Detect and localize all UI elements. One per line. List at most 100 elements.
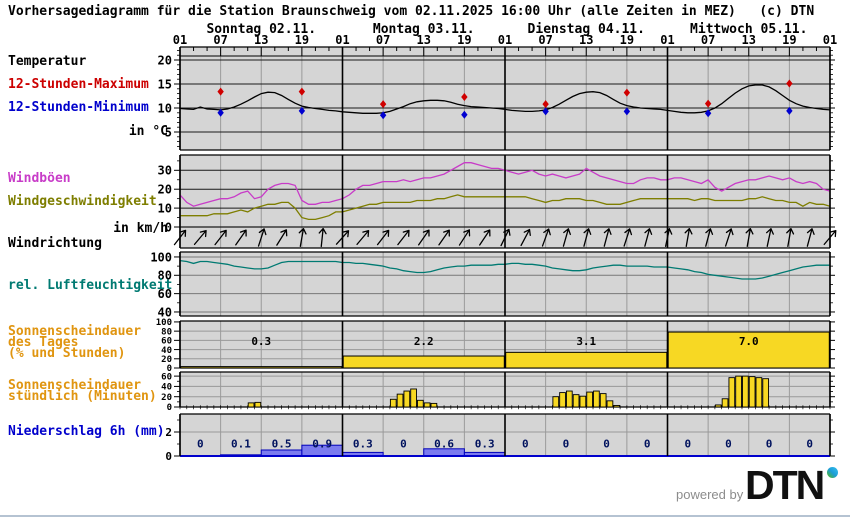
wind-arrow — [684, 227, 693, 248]
hour-label: 07 — [701, 33, 715, 47]
precip-value: 0 — [197, 438, 204, 451]
precip-value: 0 — [400, 438, 407, 451]
sunshine-hour-bar — [599, 393, 607, 408]
label-temp-unit: in °C — [128, 124, 168, 139]
wind-arrow — [583, 228, 592, 247]
ytick-label: 60 — [161, 337, 172, 347]
ytick-label: 20 — [158, 183, 172, 197]
sunshine-day-bar — [342, 355, 505, 369]
hour-label: 19 — [782, 33, 796, 47]
label-12h-maximum: 12-Stunden-Maximum — [8, 77, 149, 92]
hour-label: 07 — [213, 33, 227, 47]
precip-value: 0.6 — [434, 438, 454, 451]
marker-12-Stunden-Maximum — [786, 79, 793, 88]
sunshine-day-bar — [180, 366, 343, 369]
ytick-label: 0 — [167, 364, 172, 374]
sunshine-hour-bar — [735, 375, 742, 408]
sunshine-hour-bar — [396, 393, 404, 408]
ytick-label: 2 — [165, 426, 172, 439]
ytick-label: 80 — [158, 269, 172, 283]
sunshine-hour-bar — [417, 399, 424, 408]
sunshine-hour-bar — [389, 398, 397, 408]
ytick-label: 60 — [158, 287, 172, 301]
sunshine-hour-bar — [247, 402, 255, 408]
ytick-label: 40 — [161, 383, 172, 393]
label-sunshine-hourly-1: Sonnenscheindauer — [8, 378, 142, 393]
ytick-label: 20 — [161, 355, 172, 365]
wind-arrow — [376, 229, 390, 246]
wind-arrow — [623, 228, 633, 247]
sunshine-hour-bar — [721, 398, 729, 408]
label-sunshine-day-1: Sonnenscheindauer — [8, 324, 142, 339]
wind-arrow — [397, 229, 410, 246]
sunshine-hour-bar — [552, 396, 560, 408]
label-sunshine-hourly-2: stündlich (Minuten) — [8, 389, 157, 404]
wind-arrow — [438, 229, 450, 246]
wind-arrow — [541, 228, 551, 247]
precip-value: 0 — [644, 438, 651, 451]
ytick-label: 10 — [158, 101, 172, 115]
sunshine-hour-bar — [586, 391, 593, 408]
wind-arrow — [724, 228, 734, 247]
wind-arrow — [765, 228, 774, 247]
dtn-logo: DTN — [745, 462, 825, 508]
sunshine-hour-bar — [728, 377, 736, 408]
precip-value: 0 — [685, 438, 692, 451]
hour-label: 01 — [498, 33, 512, 47]
day-label: Sonntag 02.11. — [206, 22, 316, 37]
ytick-label: 80 — [161, 327, 172, 337]
marker-12-Stunden-Maximum — [542, 100, 549, 109]
wind-arrow — [214, 229, 227, 246]
hour-label: 19 — [457, 33, 471, 47]
wind-arrow — [298, 227, 307, 248]
sunshine-day-value: 3.1 — [576, 335, 596, 348]
marker-12-Stunden-Maximum — [217, 87, 224, 96]
ytick-label: 0 — [167, 403, 172, 413]
ytick-label: 5 — [165, 125, 172, 139]
hour-label: 13 — [579, 33, 593, 47]
precip-value: 0.5 — [272, 438, 292, 451]
label-sunshine-day-2: des Tages — [8, 335, 79, 350]
wind-arrow — [644, 228, 653, 247]
marker-12-Stunden-Minimum — [704, 109, 712, 118]
sunshine-hour-bar — [606, 400, 614, 408]
marker-12-Stunden-Minimum — [542, 107, 549, 116]
hour-label: 07 — [376, 33, 390, 47]
page-title: Vorhersagediagramm für die Station Braun… — [8, 4, 815, 19]
ytick-label: 10 — [158, 201, 172, 215]
ytick-label: 20 — [158, 53, 172, 67]
sunshine-hour-bar — [714, 404, 722, 408]
hour-label: 19 — [620, 33, 634, 47]
wind-arrow — [562, 228, 571, 247]
hour-label: 07 — [538, 33, 552, 47]
sunshine-hour-bar — [762, 378, 770, 408]
precip-value: 0 — [563, 438, 570, 451]
wind-arrow — [318, 227, 327, 248]
ytick-label: 40 — [158, 305, 172, 319]
sunshine-day-value: 0.3 — [251, 335, 271, 348]
wind-arrow — [193, 229, 207, 246]
ytick-label: 40 — [161, 346, 172, 356]
precip-value: 0.9 — [312, 438, 332, 451]
wind-arrow — [257, 228, 267, 247]
ytick-label: 30 — [158, 164, 172, 178]
sunshine-hour-bar — [755, 377, 763, 408]
label-wind-direction: Windrichtung — [8, 236, 102, 251]
sunshine-hour-bar — [742, 375, 749, 408]
marker-12-Stunden-Minimum — [298, 106, 306, 115]
ytick-label: 20 — [161, 393, 172, 403]
wind-arrow — [235, 229, 247, 246]
precip-value: 0 — [766, 438, 773, 451]
sunshine-hour-bar — [565, 390, 573, 408]
wind-arrow — [458, 229, 471, 246]
ytick-label: 60 — [161, 372, 172, 382]
ytick-label: 100 — [150, 250, 172, 264]
precip-value: 0 — [806, 438, 813, 451]
sunshine-hour-bar — [423, 402, 431, 408]
sunshine-day-value: 2.2 — [414, 335, 434, 348]
sunshine-hour-bar — [559, 392, 566, 408]
ytick-label: 0 — [165, 220, 172, 234]
label-precipitation: Niederschlag 6h (mm) — [8, 424, 165, 439]
sunshine-hour-bar — [572, 394, 580, 408]
